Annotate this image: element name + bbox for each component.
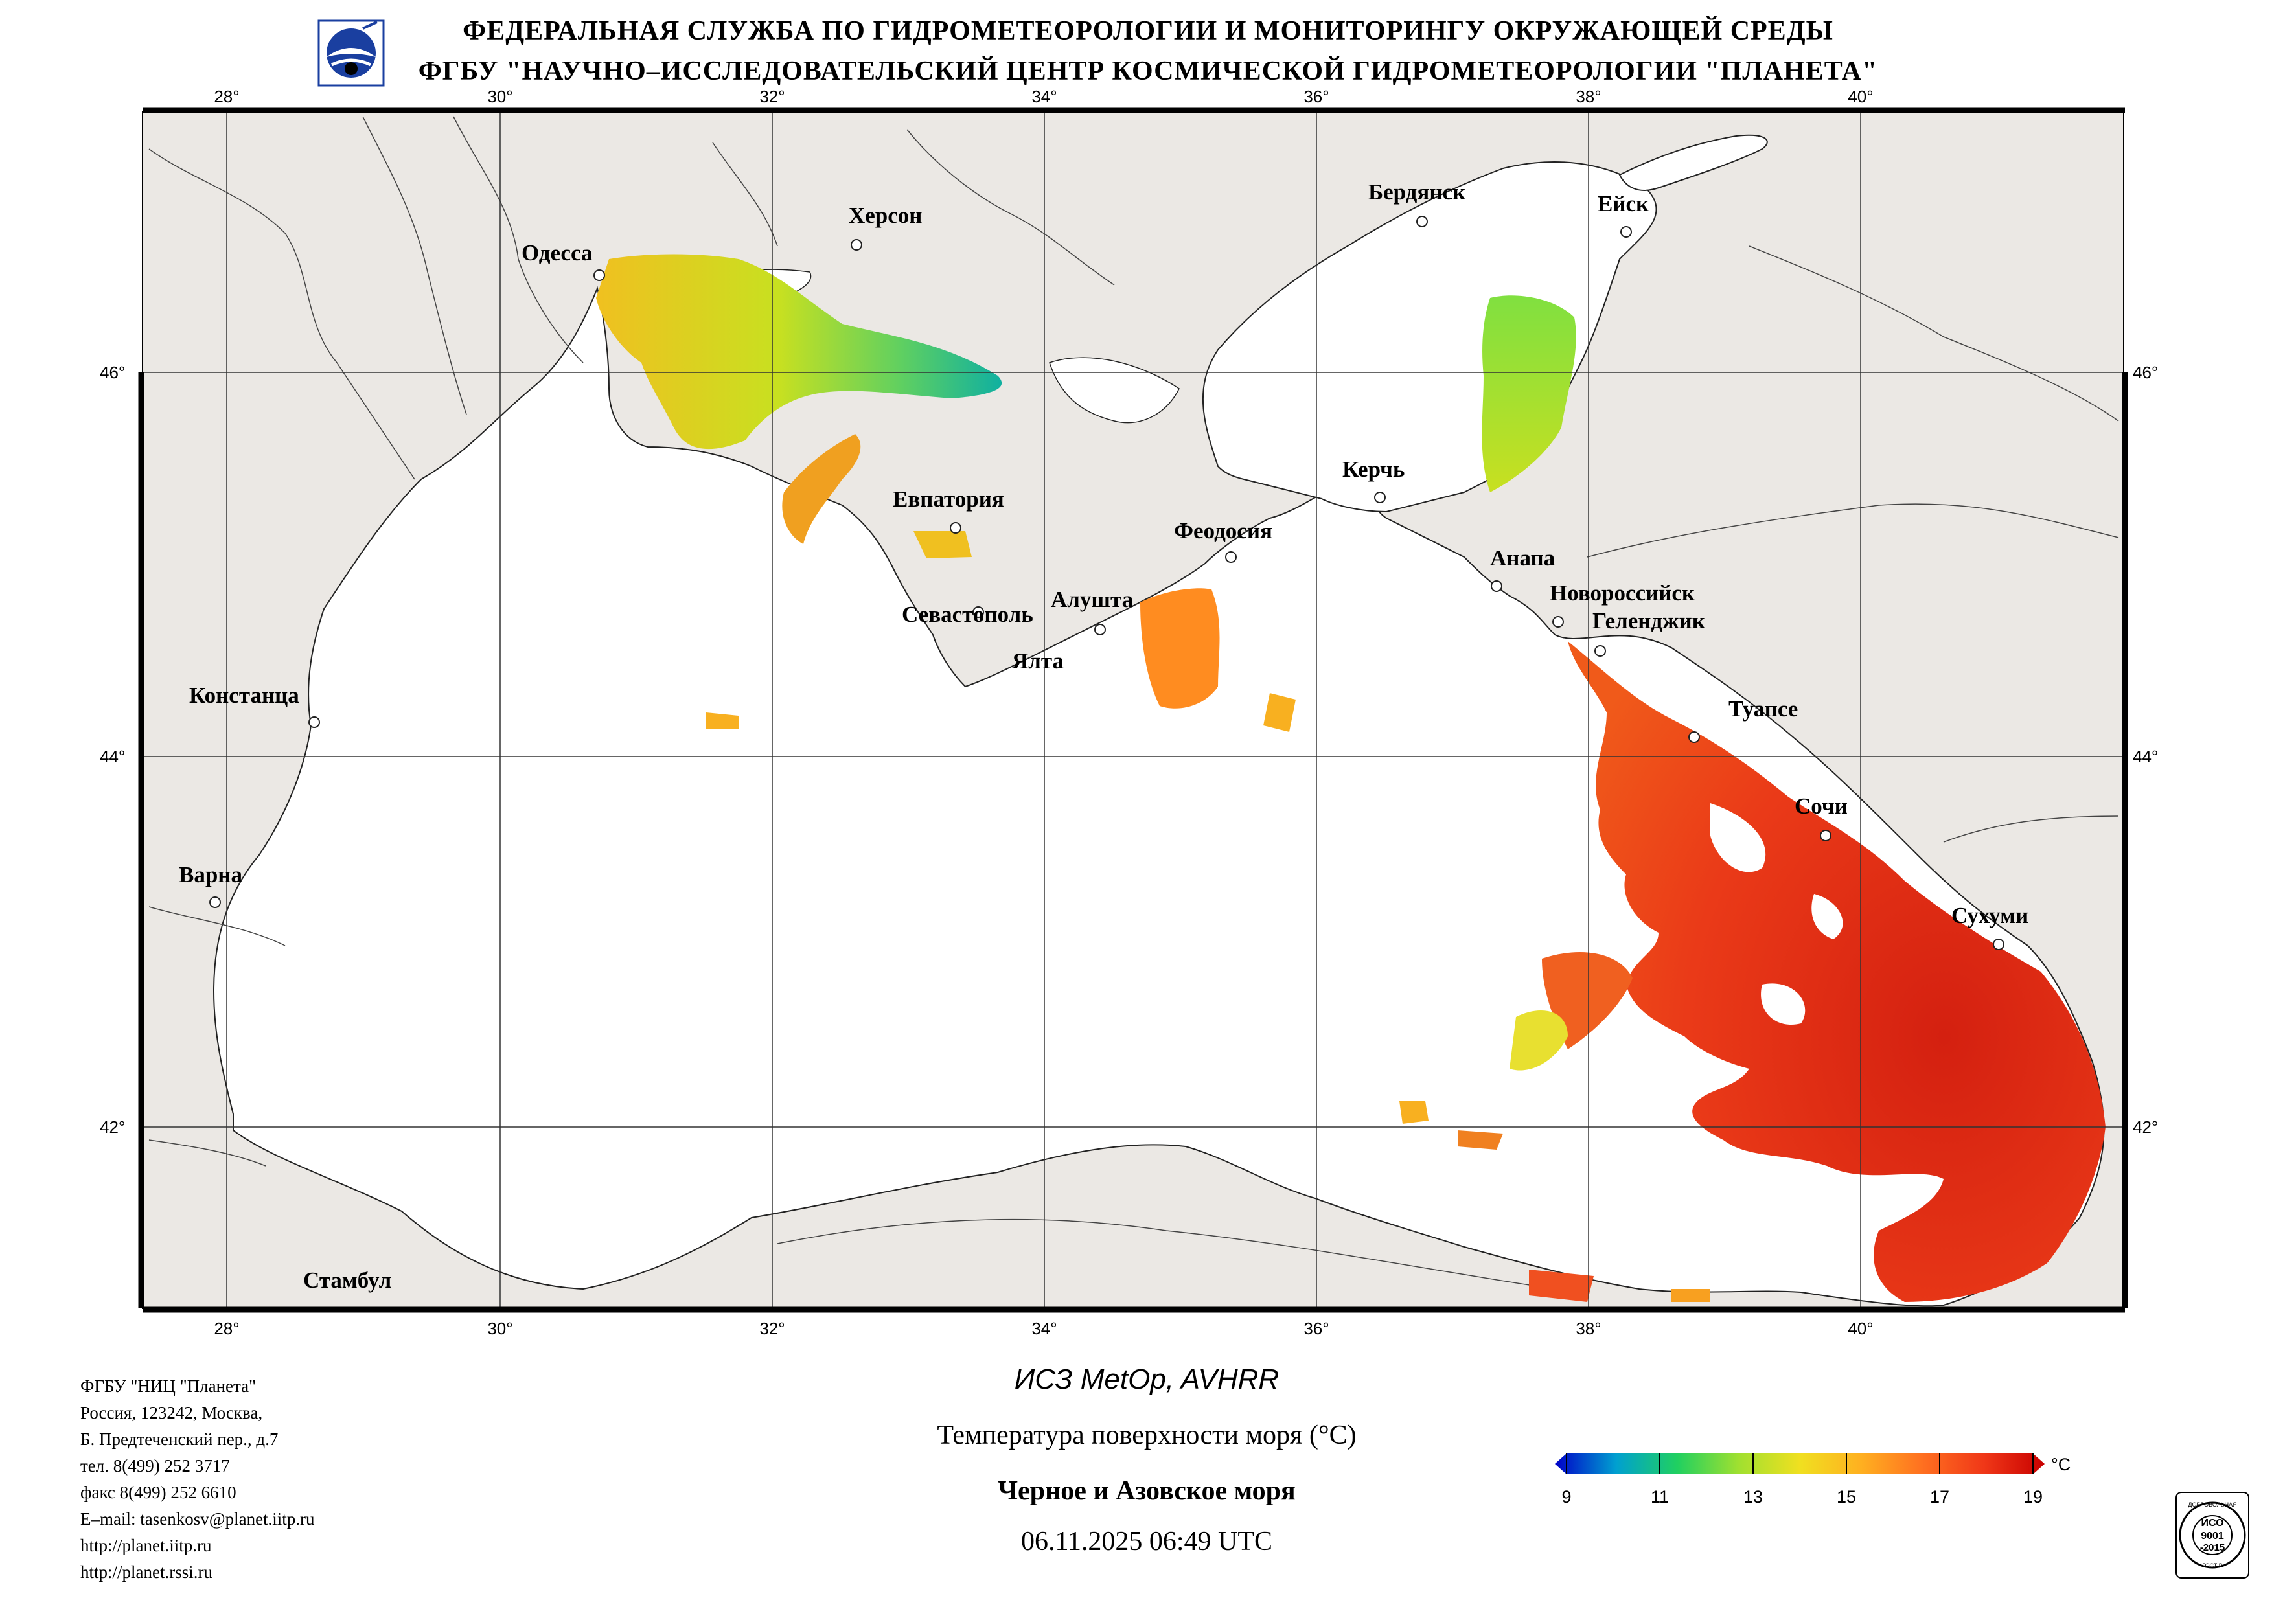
organization-info: ФГБУ "НИЦ "Планета" Россия, 123242, Моск… xyxy=(80,1373,315,1586)
lat-tick-left: 46° xyxy=(100,363,125,382)
satellite-caption: ИСЗ MetOp, AVHRR xyxy=(1014,1363,1280,1395)
org-line: http://planet.iitp.ru xyxy=(80,1536,212,1555)
colorbar-tick-label: 15 xyxy=(1837,1487,1856,1507)
sst-small-2 xyxy=(706,712,739,729)
lon-tick-bottom: 38° xyxy=(1576,1319,1601,1338)
lon-tick-bottom: 36° xyxy=(1303,1319,1329,1338)
iso-bottom-text: ГОСТ Р xyxy=(2202,1562,2223,1569)
city-label: Ялта xyxy=(1012,648,1064,674)
lon-tick-top: 28° xyxy=(214,87,239,106)
city-label: Анапа xyxy=(1490,545,1555,571)
lat-tick-left: 42° xyxy=(100,1117,125,1137)
borders-rivers xyxy=(148,116,2119,1290)
sst-evpatoria xyxy=(913,531,972,558)
iso-code: 9001 xyxy=(2201,1531,2224,1542)
graticule xyxy=(143,111,2124,1308)
org-line: факс 8(499) 252 6610 xyxy=(80,1483,236,1502)
lon-tick-top: 30° xyxy=(487,87,512,106)
lon-tick-top: 36° xyxy=(1303,87,1329,106)
parameter-caption: Температура поверхности моря (°С) xyxy=(937,1420,1357,1450)
iso-certificate-badge: ДОБРОВОЛЬНАЯ ИСО 9001 -2015 ГОСТ Р xyxy=(2175,1492,2249,1579)
sst-east-holes xyxy=(1710,803,1843,1025)
lat-tick-left: 44° xyxy=(100,747,125,766)
header-line-2: ФГБУ "НАУЧНО–ИССЛЕДОВАТЕЛЬСКИЙ ЦЕНТР КОС… xyxy=(418,56,1878,86)
sst-west-crimea xyxy=(782,434,861,544)
iso-top-text: ДОБРОВОЛЬНАЯ xyxy=(2188,1501,2236,1508)
sst-small-3 xyxy=(1399,1101,1429,1124)
city-label: Севастополь xyxy=(902,602,1033,627)
city-label: Одесса xyxy=(522,240,592,266)
iso-middle-text: ИСО xyxy=(2201,1518,2223,1529)
city-label: Констанца xyxy=(189,683,299,708)
city-label: Феодосия xyxy=(1174,518,1272,543)
sst-data xyxy=(596,254,2106,1302)
frame-ticks xyxy=(138,107,2128,1313)
lon-tick-top: 40° xyxy=(1848,87,1873,106)
org-line: тел. 8(499) 252 3717 xyxy=(80,1456,230,1476)
sst-turkey-coast-2 xyxy=(1671,1289,1710,1302)
sivash xyxy=(1049,357,1180,424)
iso-year: -2015 xyxy=(2200,1542,2225,1553)
sst-yellow-patch xyxy=(1510,1010,1568,1071)
org-line: ФГБУ "НИЦ "Планета" xyxy=(80,1376,257,1396)
sst-small-4 xyxy=(1458,1130,1503,1150)
colorbar-tick-label: 9 xyxy=(1561,1487,1571,1507)
sst-alushta xyxy=(1140,588,1220,709)
lat-tick-right: 44° xyxy=(2133,747,2158,766)
city-label: Евпатория xyxy=(893,486,1004,512)
lon-tick-top: 38° xyxy=(1576,87,1601,106)
lon-tick-bottom: 28° xyxy=(214,1319,239,1338)
org-line: Б. Предтеченский пер., д.7 xyxy=(80,1430,279,1449)
black-sea xyxy=(212,286,2105,1307)
sst-azov-east xyxy=(1482,295,1576,492)
region-caption: Черное и Азовское моря xyxy=(998,1476,1296,1506)
org-line: E–mail: tasenkosv@planet.iitp.ru xyxy=(80,1509,315,1529)
lon-tick-top: 32° xyxy=(759,87,785,106)
city-label: Ейск xyxy=(1598,191,1649,216)
colorbar-bar xyxy=(1555,1453,2045,1474)
colorbar-tick-label: 13 xyxy=(1743,1487,1763,1507)
city-label: Стамбул xyxy=(303,1268,391,1293)
city-label: Сочи xyxy=(1795,793,1848,819)
lon-tick-bottom: 30° xyxy=(487,1319,512,1338)
sst-east xyxy=(1568,641,2106,1302)
colorbar-tick-label: 11 xyxy=(1651,1487,1669,1507)
city-label: Варна xyxy=(179,862,242,887)
lon-tick-top: 34° xyxy=(1031,87,1057,106)
lon-tick-bottom: 40° xyxy=(1848,1319,1873,1338)
city-label: Новороссийск xyxy=(1550,580,1695,606)
org-line: Россия, 123242, Москва, xyxy=(80,1403,263,1422)
org-line: http://planet.rssi.ru xyxy=(80,1562,212,1582)
city-label: Керчь xyxy=(1342,457,1405,482)
taganrog-bay xyxy=(1618,134,1768,191)
city-label: Херсон xyxy=(849,203,922,228)
colorbar: 9 11 13 15 17 19 °С xyxy=(1555,1453,2071,1507)
sst-small-1 xyxy=(1263,693,1296,732)
sst-turkey-coast xyxy=(1529,1270,1594,1302)
lon-tick-bottom: 32° xyxy=(759,1319,785,1338)
lat-tick-right: 46° xyxy=(2133,363,2158,382)
city-label: Бердянск xyxy=(1368,179,1466,205)
colorbar-unit: °С xyxy=(2051,1455,2071,1474)
colorbar-tick-label: 19 xyxy=(2023,1487,2043,1507)
colorbar-tick-label: 17 xyxy=(1930,1487,1949,1507)
header-line-1: ФЕДЕРАЛЬНАЯ СЛУЖБА ПО ГИДРОМЕТЕОРОЛОГИИ … xyxy=(463,16,1833,46)
planeta-logo-icon xyxy=(317,19,385,87)
sst-odessa xyxy=(596,254,1002,450)
city-label: Геленджик xyxy=(1592,608,1706,633)
datetime-caption: 06.11.2025 06:49 UTC xyxy=(1020,1527,1273,1556)
lat-tick-right: 42° xyxy=(2133,1117,2158,1137)
lon-tick-bottom: 34° xyxy=(1031,1319,1057,1338)
city-label: Туапсе xyxy=(1728,696,1798,722)
city-markers xyxy=(209,216,2004,950)
city-label: Сухуми xyxy=(1951,903,2028,928)
city-label: Алушта xyxy=(1051,587,1133,612)
